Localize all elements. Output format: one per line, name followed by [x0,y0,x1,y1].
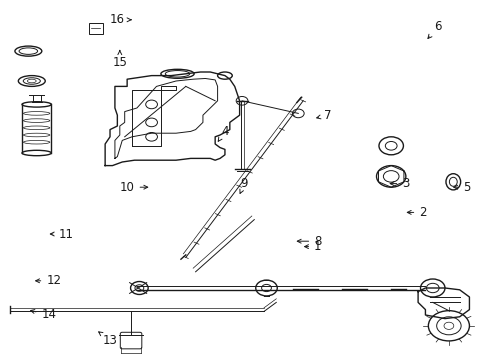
Text: 5: 5 [453,181,470,194]
Text: 9: 9 [240,177,248,193]
Text: 12: 12 [36,274,61,287]
Text: 14: 14 [31,309,56,321]
Text: 3: 3 [389,177,409,190]
Text: 10: 10 [120,181,147,194]
Text: 6: 6 [427,21,441,39]
Text: 2: 2 [407,206,426,219]
Text: 7: 7 [316,109,331,122]
Text: 15: 15 [112,50,127,69]
Text: 11: 11 [50,228,73,240]
Text: 8: 8 [297,235,321,248]
Text: 1: 1 [304,240,321,253]
Text: 13: 13 [99,332,117,347]
Text: 4: 4 [218,125,228,141]
Text: 16: 16 [110,13,131,26]
